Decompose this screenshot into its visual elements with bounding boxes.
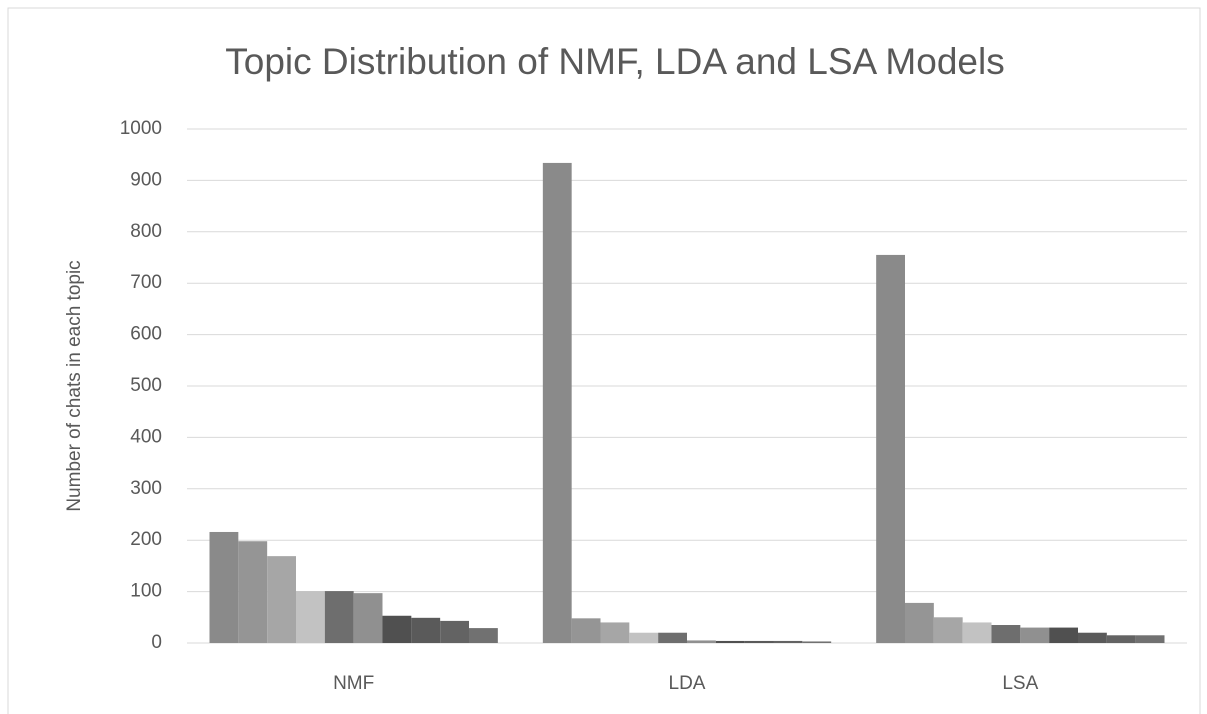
bar [267, 556, 296, 643]
bar [1020, 627, 1050, 643]
bar [571, 618, 601, 643]
bar [876, 254, 905, 643]
bar [324, 591, 354, 643]
y-axis-label: Number of chats in each topic [64, 260, 85, 511]
chart-frame [7, 7, 1201, 714]
bar [469, 628, 498, 643]
y-tick-label: 300 [130, 478, 162, 499]
bar [542, 162, 572, 643]
x-tick-label: NMF [333, 673, 374, 694]
bar [382, 615, 412, 643]
bar [1135, 635, 1165, 643]
y-tick-label: 500 [130, 375, 162, 396]
bar [600, 622, 630, 643]
bar [353, 593, 383, 643]
y-tick-label: 100 [130, 581, 162, 602]
bar [744, 640, 774, 643]
chart-title: Topic Distribution of NMF, LDA and LSA M… [225, 41, 1004, 82]
bar [629, 632, 659, 643]
bar [1078, 632, 1107, 643]
bar [962, 622, 992, 643]
y-tick-label: 700 [130, 272, 162, 293]
y-tick-label: 400 [130, 426, 162, 447]
bar [991, 625, 1021, 643]
bar [802, 641, 832, 643]
bar [1106, 635, 1136, 643]
bar [1049, 627, 1078, 643]
bar [296, 591, 325, 643]
y-tick-label: 200 [130, 529, 162, 550]
bar [440, 620, 469, 643]
y-tick-label: 0 [151, 632, 162, 653]
bar [687, 640, 716, 643]
bar [411, 617, 441, 643]
bar [773, 640, 803, 643]
bar [905, 602, 934, 643]
y-tick-label: 800 [130, 221, 162, 242]
bar [238, 541, 268, 643]
y-tick-label: 900 [130, 169, 162, 190]
x-tick-label: LDA [669, 673, 706, 694]
bar [933, 617, 963, 643]
bar [715, 640, 745, 643]
bar [209, 531, 239, 643]
y-tick-label: 600 [130, 324, 162, 345]
x-tick-label: LSA [1002, 673, 1038, 694]
bar [658, 632, 687, 643]
y-tick-label: 1000 [120, 118, 162, 139]
